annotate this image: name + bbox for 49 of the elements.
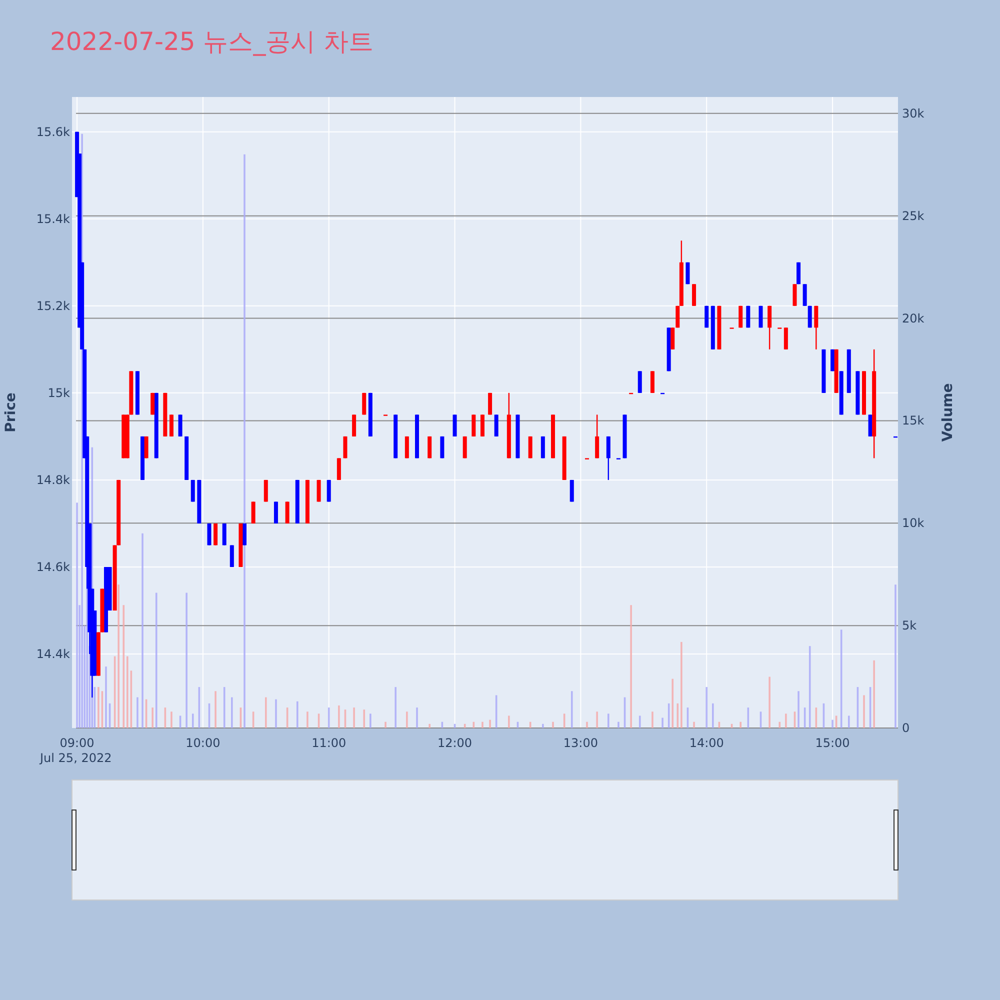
y-tick-label: 15.2k xyxy=(36,298,70,313)
x-tick-label: 11:00 xyxy=(312,736,346,750)
candlestick xyxy=(692,284,696,306)
x-tick-label: 10:00 xyxy=(186,736,220,750)
x-tick-label: 14:00 xyxy=(689,736,724,750)
y-tick-label: 15k xyxy=(48,386,70,400)
candlestick xyxy=(169,414,174,438)
y-axis-title: Price xyxy=(3,392,19,432)
candlestick xyxy=(768,305,772,350)
candlestick xyxy=(230,544,234,568)
candlestick xyxy=(285,501,290,524)
x-tick-label: 13:00 xyxy=(563,736,598,750)
candlestick xyxy=(494,414,498,438)
x-tick-label: 09:00 xyxy=(60,736,94,750)
y-tick-label: 15.6k xyxy=(36,124,70,139)
chart-title: 2022-07-25 뉴스_공시 차트 xyxy=(50,27,374,56)
candlestick xyxy=(670,327,675,350)
candlestick xyxy=(251,501,256,524)
candlestick xyxy=(638,370,642,394)
y-tick-label: 14.8k xyxy=(36,472,70,487)
y2-tick-label: 15k xyxy=(902,414,924,428)
candlestick xyxy=(178,414,182,438)
candlestick xyxy=(472,414,476,438)
y2-tick-label: 30k xyxy=(902,106,924,120)
candlestick xyxy=(802,284,807,306)
y2-tick-label: 25k xyxy=(902,208,924,223)
y2-tick-label: 5k xyxy=(902,618,917,633)
candlestick xyxy=(606,436,610,481)
candlestick xyxy=(868,414,872,438)
y-tick-label: 14.4k xyxy=(36,647,70,662)
candlestick xyxy=(352,414,356,438)
y-tick-label: 14.6k xyxy=(36,560,70,574)
candlestick xyxy=(784,327,788,350)
candlestick xyxy=(595,414,600,459)
candlestick xyxy=(336,458,341,481)
y2-tick-label: 10k xyxy=(902,516,924,530)
y-tick-label: 15.4k xyxy=(36,212,70,226)
candlestick xyxy=(452,414,457,438)
candlestick xyxy=(274,501,278,524)
x-tick-label: 12:00 xyxy=(437,736,472,750)
candlestick xyxy=(650,370,654,394)
text: Jul 25, 2022 xyxy=(39,751,112,765)
candlestick xyxy=(814,305,818,350)
y2-tick-label: 20k xyxy=(902,311,924,326)
candlestick xyxy=(792,284,797,306)
candlestick xyxy=(480,414,484,438)
y2-tick-label: 0 xyxy=(902,721,910,735)
x-tick-label: 15:00 xyxy=(815,736,850,750)
y2-axis-title: Volume xyxy=(940,383,956,442)
